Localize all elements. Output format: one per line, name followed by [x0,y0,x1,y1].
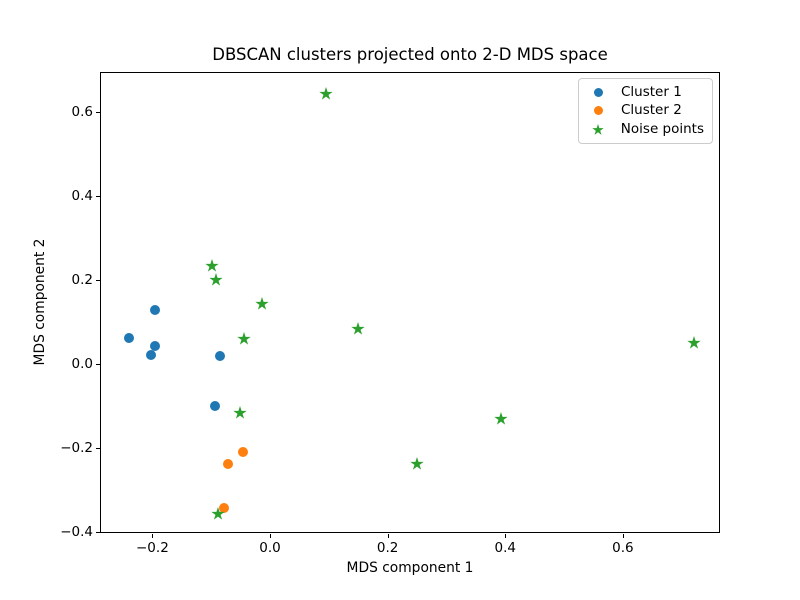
x-tick-label: 0.2 [376,540,399,556]
legend-label: Cluster 1 [621,83,682,100]
data-point-noise-points [209,273,223,287]
plot-area [100,72,720,533]
data-point-cluster-2 [237,447,248,458]
data-point-noise-points [319,87,333,101]
x-axis-label: MDS component 1 [346,560,474,576]
x-tick-mark [387,534,389,538]
x-tick-label: 0.4 [494,540,517,556]
data-point-noise-points [494,412,508,426]
y-tick-mark [96,280,100,282]
legend-entry: Noise points [587,121,704,139]
data-point-cluster-1 [150,304,161,315]
data-point-noise-points [255,296,269,311]
x-tick-mark [505,534,507,538]
x-tick-mark [152,534,154,538]
y-tick-mark [96,448,100,450]
data-point-cluster-1 [124,332,135,343]
data-point-cluster-1 [150,341,161,352]
y-tick-label: 0.4 [71,188,93,205]
y-tick-label: 0.2 [71,272,93,289]
legend-entry: Cluster 1 [587,83,704,101]
legend-entry: Cluster 2 [587,102,704,120]
data-point-cluster-1 [210,400,221,411]
data-point-noise-points [233,406,247,420]
data-point-noise-points [210,507,225,521]
data-point-noise-points [687,336,701,350]
x-tick-label: 0.0 [259,540,281,556]
x-tick-mark [622,534,624,538]
y-tick-label: −0.4 [60,524,93,541]
data-point-noise-points [410,456,424,471]
legend-label: Noise points [620,121,704,138]
data-point-cluster-1 [146,349,156,360]
y-tick-label: 0.6 [71,104,93,121]
y-tick-mark [96,196,100,198]
y-tick-label: −0.2 [60,440,93,457]
data-point-noise-points [205,258,219,273]
data-point-noise-points [237,331,251,346]
x-tick-label: 0.6 [612,540,634,556]
x-tick-label: −0.2 [136,540,169,556]
star-icon [587,123,609,136]
legend: Cluster 1 Cluster 2 Noise points [578,78,713,144]
y-tick-mark [96,532,100,534]
chart-title: DBSCAN clusters projected onto 2-D MDS s… [212,45,608,64]
y-tick-label: 0.0 [71,356,93,373]
legend-label: Cluster 2 [621,102,682,119]
x-tick-mark [270,534,271,538]
circle-icon [587,87,609,97]
y-tick-mark [96,364,100,366]
data-point-cluster-2 [218,503,229,513]
data-point-noise-points [351,322,365,336]
circle-icon [587,106,609,116]
data-point-cluster-1 [215,351,226,361]
data-point-cluster-2 [222,458,233,469]
y-tick-mark [96,112,100,114]
y-axis-label: MDS component 2 [32,238,48,366]
